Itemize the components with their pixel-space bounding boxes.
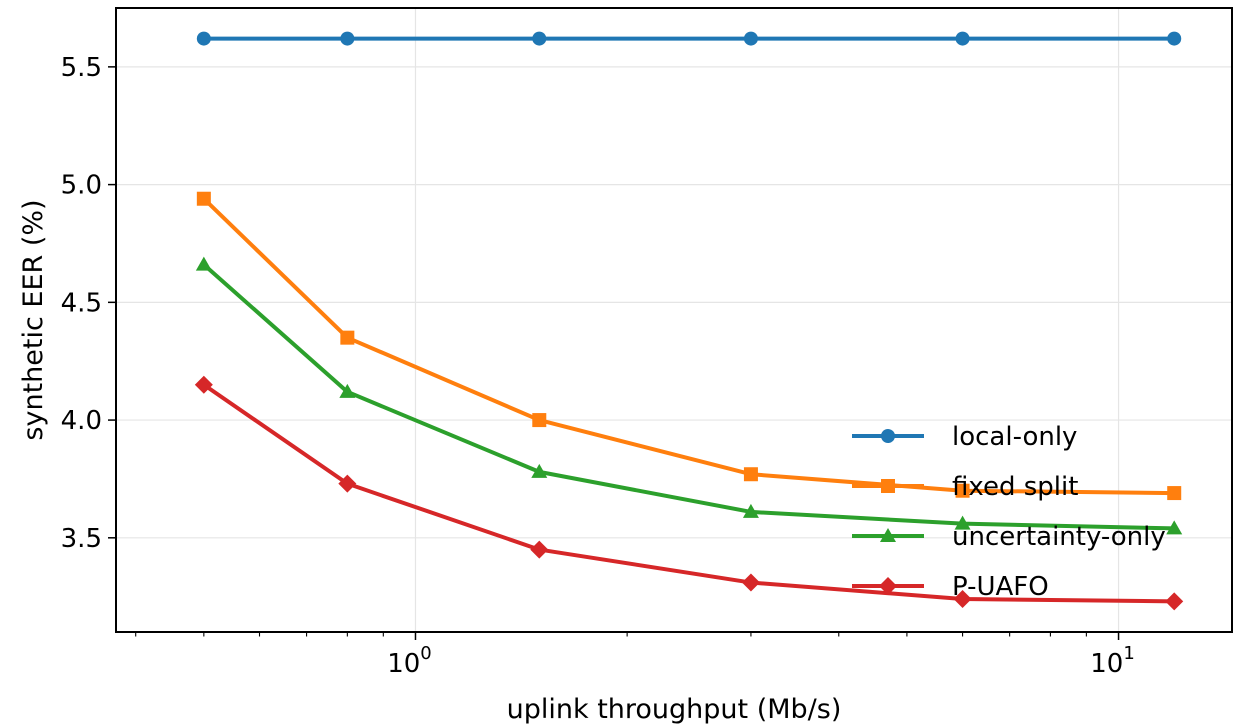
data-point: [743, 31, 758, 46]
legend-label: uncertainty-only: [952, 522, 1166, 552]
legend-label: fixed split: [952, 472, 1078, 502]
series-fixed-split: [196, 191, 1182, 501]
x-tick-label: 100: [387, 643, 432, 679]
x-tick-base: 10: [387, 649, 420, 679]
data-point: [340, 330, 355, 345]
data-point: [742, 503, 759, 518]
data-point: [196, 31, 211, 46]
series-uncertainty-only: [195, 256, 1183, 535]
x-tick-exponent: 0: [420, 643, 431, 664]
data-point: [530, 540, 549, 559]
data-point: [532, 413, 547, 428]
y-tick-label: 5.5: [61, 53, 102, 83]
series-p-uafo: [194, 375, 1184, 611]
legend-item: uncertainty-only: [852, 522, 1166, 552]
data-point: [340, 31, 355, 46]
y-tick-label: 4.0: [61, 406, 102, 436]
series-line: [201, 196, 1177, 496]
data-point: [953, 590, 972, 609]
data-point: [339, 383, 356, 398]
legend-item: local-only: [852, 422, 1077, 452]
y-tick-label: 4.5: [61, 288, 102, 318]
legend-swatch-marker: [880, 528, 896, 542]
series-local-only: [196, 31, 1182, 46]
legend-swatch-marker: [881, 429, 895, 443]
x-axis-title: uplink throughput (Mb/s): [507, 694, 842, 725]
series-line: [201, 262, 1177, 531]
y-axis-title: synthetic EER (%): [18, 199, 49, 440]
plot-area-frame: [115, 7, 1233, 633]
data-point: [1166, 520, 1183, 535]
data-point: [954, 515, 971, 530]
data-point: [532, 31, 547, 46]
data-point: [531, 463, 548, 478]
data-point: [1165, 592, 1184, 611]
data-point: [741, 573, 760, 592]
data-point: [195, 256, 212, 271]
x-tick-base: 10: [1090, 649, 1123, 679]
data-point: [955, 483, 970, 498]
data-point: [1167, 31, 1182, 46]
data-point: [743, 467, 758, 482]
legend-label: local-only: [952, 422, 1077, 452]
y-tick-label: 3.5: [61, 524, 102, 554]
legend: local-only fixed split uncertainty-only P-U…: [852, 422, 1166, 602]
data-point: [196, 191, 211, 206]
legend-swatch-marker: [881, 479, 895, 493]
data-point: [955, 31, 970, 46]
x-tick-exponent: 1: [1123, 643, 1134, 664]
data-point: [338, 474, 357, 493]
data-point: [1167, 486, 1182, 501]
legend-item: fixed split: [852, 472, 1078, 502]
legend-item: P-UAFO: [852, 572, 1049, 602]
grid-lines: [116, 8, 1232, 632]
legend-swatch-marker: [879, 577, 897, 595]
y-tick-label: 5.0: [61, 171, 102, 201]
legend-label: P-UAFO: [952, 572, 1049, 602]
data-point: [194, 375, 213, 394]
x-tick-label: 101: [1090, 643, 1135, 679]
series-line: [201, 382, 1177, 604]
series-lines: [194, 31, 1184, 611]
